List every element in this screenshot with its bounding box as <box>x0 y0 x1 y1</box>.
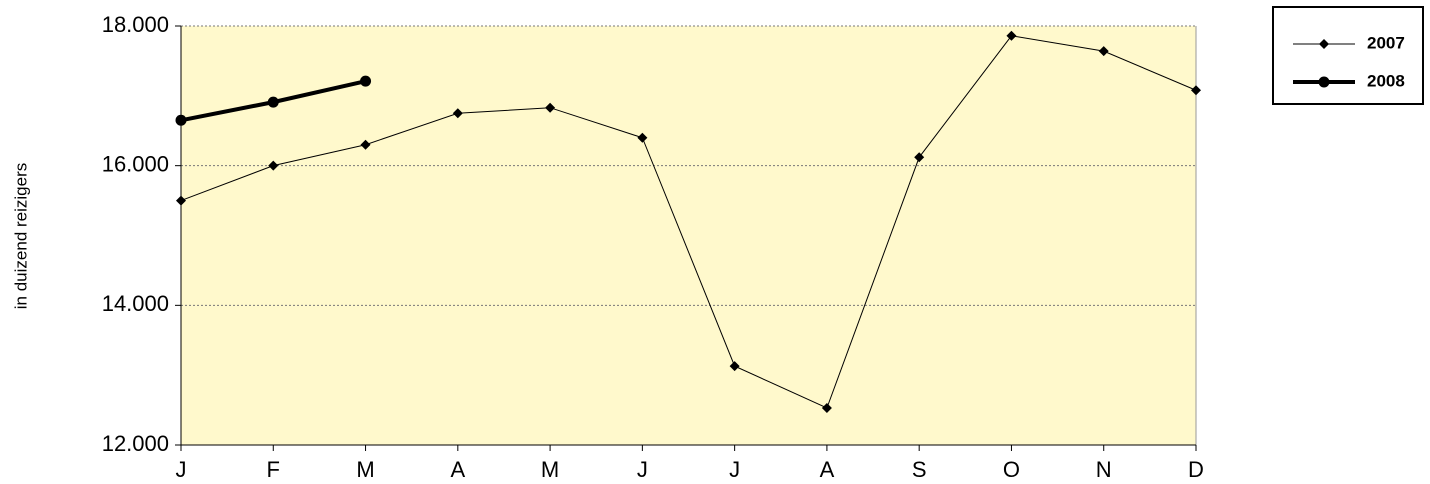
x-tick-label: A <box>450 457 465 482</box>
point <box>360 139 371 150</box>
point <box>545 102 556 113</box>
x-tick-label: F <box>267 457 280 482</box>
point <box>268 160 279 171</box>
y-tick-label: 16.000 <box>102 151 169 176</box>
point <box>1098 46 1109 57</box>
legend-box <box>1272 6 1424 105</box>
series-line <box>180 35 1197 409</box>
x-tick-label: O <box>1003 457 1020 482</box>
x-tick-label: M <box>541 457 559 482</box>
point <box>175 114 187 126</box>
y-axis-label: in duizend reizigers <box>11 163 30 309</box>
point <box>914 152 925 163</box>
x-tick-label: A <box>820 457 835 482</box>
y-tick-label: 18.000 <box>102 12 169 37</box>
legend-label: 2008 <box>1367 71 1405 90</box>
point <box>637 132 648 143</box>
x-tick-label: J <box>176 457 187 482</box>
x-tick-label: S <box>912 457 927 482</box>
x-tick-label: J <box>729 457 740 482</box>
legend-marker <box>1319 39 1329 49</box>
plot-area <box>181 26 1196 445</box>
y-tick-label: 14.000 <box>102 291 169 316</box>
legend-marker <box>1318 76 1330 88</box>
point <box>360 75 372 87</box>
point <box>176 195 186 206</box>
point <box>267 96 279 108</box>
point <box>729 361 740 372</box>
point <box>821 402 832 413</box>
y-tick-label: 12.000 <box>102 431 169 456</box>
x-tick-label: D <box>1188 457 1204 482</box>
x-tick-label: M <box>356 457 374 482</box>
x-tick-label: J <box>637 457 648 482</box>
point <box>1191 85 1201 96</box>
x-tick-label: N <box>1096 457 1112 482</box>
point <box>452 108 463 119</box>
legend-label: 2007 <box>1367 33 1405 52</box>
point <box>1006 30 1017 41</box>
